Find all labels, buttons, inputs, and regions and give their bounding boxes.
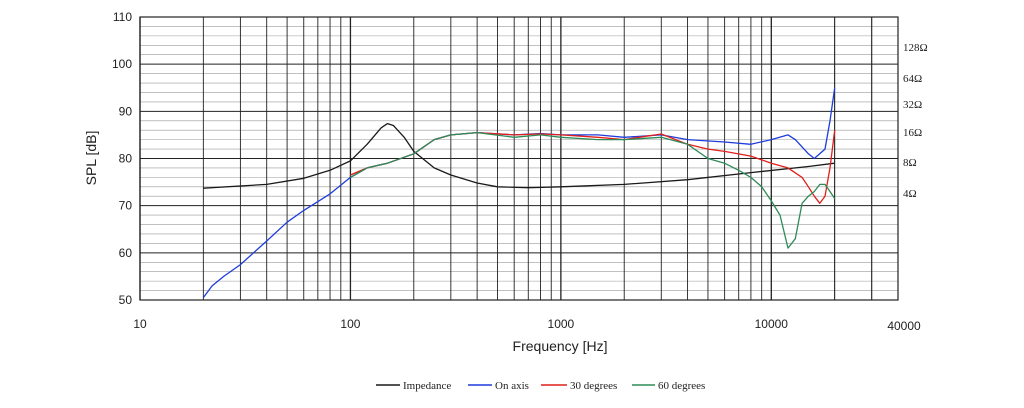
curves <box>202 87 836 298</box>
x-tick-label: 1000 <box>548 317 575 331</box>
right-axis-label: 16Ω <box>903 127 922 139</box>
x-tick-label: 10000 <box>755 317 789 331</box>
right-axis-label: 8Ω <box>903 157 917 169</box>
x-axis-label: Frequency [Hz] <box>513 338 608 354</box>
y-tick-label: 50 <box>119 293 133 307</box>
legend-label-60-degrees: 60 degrees <box>658 380 705 392</box>
plot-frame <box>139 16 899 301</box>
right-axis-label: 128Ω <box>903 42 928 54</box>
right-axis-label: 4Ω <box>903 188 917 200</box>
right-axis-label: 32Ω <box>903 99 922 111</box>
y-tick-labels: 50 60 70 80 90 100 110 <box>112 10 132 307</box>
x-tick-label: 100 <box>340 317 360 331</box>
y-tick-label: 70 <box>119 199 133 213</box>
grid <box>139 16 899 301</box>
y-tick-label: 80 <box>119 152 133 166</box>
legend: Impedance On axis 30 degrees 60 degrees <box>376 380 705 392</box>
right-axis-label: 64Ω <box>903 73 922 85</box>
x-tick-labels: 10 100 1000 10000 40000 <box>133 317 921 333</box>
legend-label-30-degrees: 30 degrees <box>570 380 617 392</box>
series-line-impedance <box>203 122 835 189</box>
series-line-60-degrees <box>350 131 836 249</box>
y-tick-label: 110 <box>113 10 132 24</box>
x-tick-label: 40000 <box>887 319 921 333</box>
y-tick-label: 90 <box>119 104 133 118</box>
y-tick-label: 60 <box>119 246 133 260</box>
y-axis-label: SPL [dB] <box>83 131 99 186</box>
y-tick-label: 100 <box>112 57 132 71</box>
x-tick-label: 10 <box>133 317 147 331</box>
legend-label-impedance: Impedance <box>403 380 451 392</box>
series-line-on-axis <box>202 87 836 298</box>
legend-label-on-axis: On axis <box>495 380 529 392</box>
right-axis-labels: 128Ω 64Ω 32Ω 16Ω 8Ω 4Ω <box>903 42 928 200</box>
